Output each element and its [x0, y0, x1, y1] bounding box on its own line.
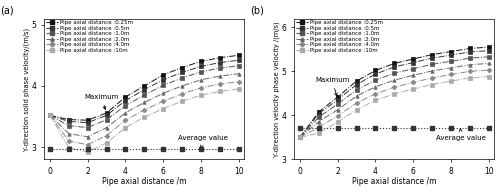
Text: Maximum: Maximum — [315, 77, 350, 96]
Text: (b): (b) — [250, 6, 264, 16]
Legend: Pipe axial distance :0.25m, Pipe axial distance :0.5m, Pipe axial distance :1.0m: Pipe axial distance :0.25m, Pipe axial d… — [296, 20, 384, 54]
Text: Average value: Average value — [178, 135, 228, 148]
Text: Average value: Average value — [436, 129, 486, 141]
Text: (a): (a) — [0, 6, 14, 16]
Text: Maximum: Maximum — [84, 94, 118, 109]
Legend: Pipe axial distance :0.25m, Pipe axial distance :0.5m, Pipe axial distance :1.0m: Pipe axial distance :0.25m, Pipe axial d… — [46, 20, 134, 54]
Y-axis label: Y-direction solid phase velocity/(m/s): Y-direction solid phase velocity/(m/s) — [24, 27, 30, 151]
X-axis label: Pipe axial distance /m: Pipe axial distance /m — [352, 177, 436, 186]
Y-axis label: Y-direction velocity phase velocity /(m/s): Y-direction velocity phase velocity /(m/… — [274, 21, 280, 157]
X-axis label: Pipe axial distance /m: Pipe axial distance /m — [102, 177, 186, 186]
